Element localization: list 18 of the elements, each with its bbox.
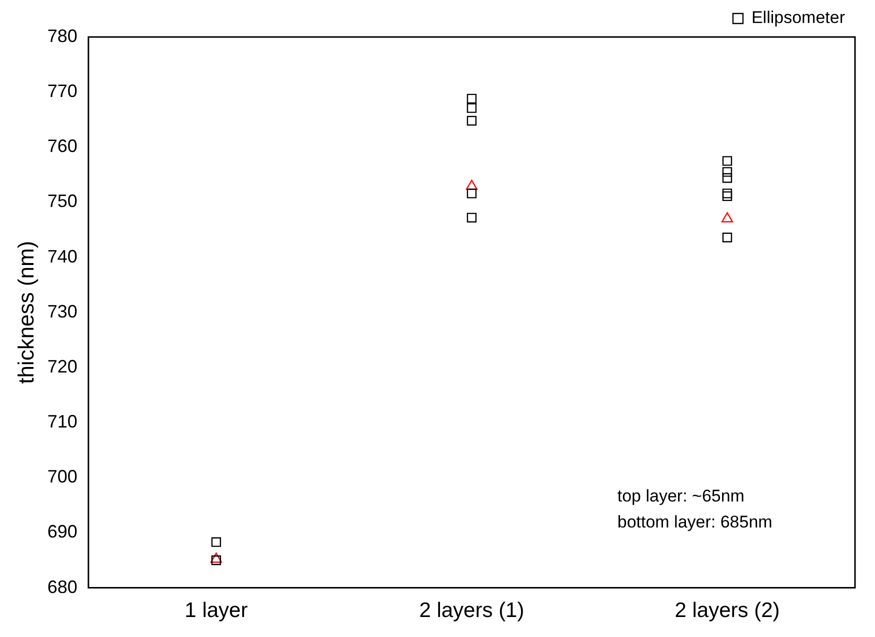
x-tick-label: 1 layer (184, 599, 248, 622)
y-tick-label: 700 (47, 466, 78, 487)
x-tick-label: 2 layers (1) (419, 599, 524, 622)
y-tick-label: 740 (47, 246, 78, 266)
y-tick-label: 730 (47, 301, 78, 322)
x-tick-label: 2 layers (2) (674, 599, 780, 622)
y-tick-label: 680 (47, 576, 78, 597)
annotation: top layer: ~65nm (617, 486, 744, 506)
legend-label: Ellipsometer (751, 8, 846, 28)
y-tick-label: 760 (47, 136, 78, 156)
y-tick-label: 720 (47, 356, 78, 376)
y-tick-label: 690 (47, 522, 78, 542)
y-tick-label: 780 (47, 26, 78, 46)
annotation: bottom layer: 685nm (617, 512, 772, 532)
y-tick-label: 770 (47, 81, 78, 102)
y-tick-label: 750 (47, 191, 78, 212)
y-tick-label: 710 (47, 412, 78, 432)
y-axis-title: thickness (nm) (13, 240, 38, 384)
